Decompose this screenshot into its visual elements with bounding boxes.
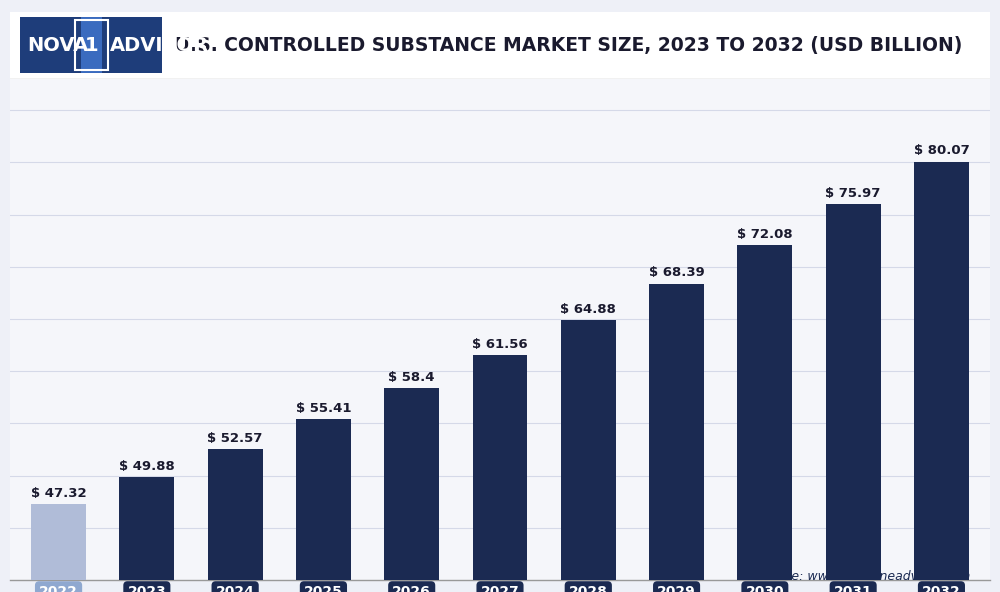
Text: $ 58.4: $ 58.4	[388, 371, 435, 384]
Bar	[296, 419, 351, 580]
Text: U.S. CONTROLLED SUBSTANCE MARKET SIZE, 2023 TO 2032 (USD BILLION): U.S. CONTROLLED SUBSTANCE MARKET SIZE, 2…	[175, 36, 962, 55]
Text: 2027: 2027	[481, 585, 519, 592]
Bar	[561, 320, 616, 580]
Text: 2031: 2031	[834, 585, 873, 592]
Text: $ 75.97: $ 75.97	[825, 187, 881, 200]
Text: NOVA: NOVA	[28, 36, 89, 55]
Text: $ 64.88: $ 64.88	[560, 303, 616, 316]
Text: ADVISOR: ADVISOR	[110, 36, 209, 55]
Text: $ 47.32: $ 47.32	[31, 487, 86, 500]
Text: 2030: 2030	[746, 585, 784, 592]
Text: $ 52.57: $ 52.57	[207, 432, 263, 445]
Text: $ 68.39: $ 68.39	[649, 266, 704, 279]
Bar	[737, 245, 792, 580]
Text: 2026: 2026	[392, 585, 431, 592]
Text: $ 72.08: $ 72.08	[737, 228, 793, 241]
Text: 2032: 2032	[922, 585, 961, 592]
Text: Source: www.novaoneadvisor.com: Source: www.novaoneadvisor.com	[756, 570, 970, 583]
Text: $ 55.41: $ 55.41	[296, 402, 351, 415]
Text: 2029: 2029	[657, 585, 696, 592]
Bar	[826, 204, 881, 580]
Bar	[31, 504, 86, 580]
Text: 2024: 2024	[216, 585, 255, 592]
FancyBboxPatch shape	[20, 17, 162, 73]
Bar	[473, 355, 527, 580]
Text: $ 61.56: $ 61.56	[472, 338, 528, 350]
Text: 2023: 2023	[127, 585, 166, 592]
FancyBboxPatch shape	[81, 17, 102, 73]
Bar	[384, 388, 439, 580]
Text: $ 80.07: $ 80.07	[914, 144, 969, 157]
Bar	[208, 449, 263, 580]
Bar	[649, 284, 704, 580]
Text: $ 49.88: $ 49.88	[119, 460, 175, 473]
Bar	[119, 477, 174, 580]
Text: 2022: 2022	[39, 585, 78, 592]
Text: 2025: 2025	[304, 585, 343, 592]
Text: 1: 1	[85, 36, 98, 55]
Bar	[914, 162, 969, 580]
Text: 2028: 2028	[569, 585, 608, 592]
